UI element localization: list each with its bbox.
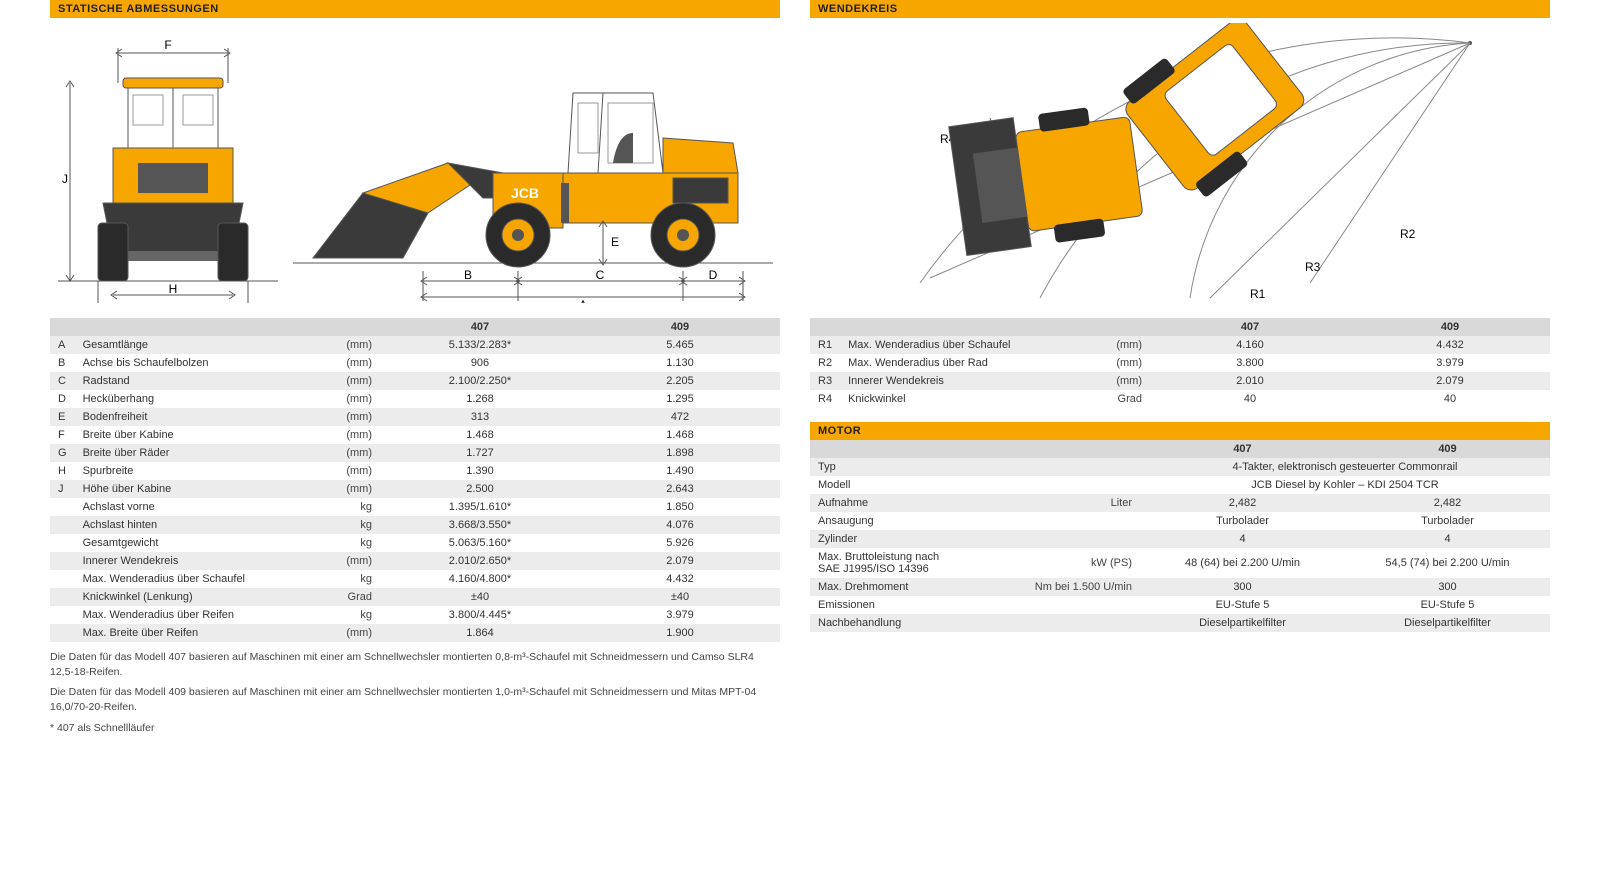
- table-row: AnsaugungTurboladerTurbolader: [810, 512, 1550, 530]
- table-row: GBreite über Räder(mm)1.7271.898: [50, 444, 780, 462]
- table-row: EBodenfreiheit(mm)313472: [50, 408, 780, 426]
- section-header-dimensions: STATISCHE ABMESSUNGEN: [50, 0, 780, 18]
- table-row: Innerer Wendekreis(mm)2.010/2.650*2.079: [50, 552, 780, 570]
- table-row: Achslast hintenkg3.668/3.550*4.076: [50, 516, 780, 534]
- table-row: CRadstand(mm)2.100/2.250*2.205: [50, 372, 780, 390]
- table-row: FBreite über Kabine(mm)1.4681.468: [50, 426, 780, 444]
- table-row: Knickwinkel (Lenkung)Grad±40±40: [50, 588, 780, 606]
- table-row: JHöhe über Kabine(mm)2.5002.643: [50, 480, 780, 498]
- table-row: Max. DrehmomentNm bei 1.500 U/min300300: [810, 578, 1550, 596]
- motor-table: 407 409 Typ4-Takter, elektronisch gesteu…: [810, 440, 1550, 632]
- table-row: EmissionenEU-Stufe 5EU-Stufe 5: [810, 596, 1550, 614]
- table-row: Gesamtgewichtkg5.063/5.160*5.926: [50, 534, 780, 552]
- table-row: Max. Wenderadius über Schaufelkg4.160/4.…: [50, 570, 780, 588]
- dim-label-J: J: [62, 172, 68, 186]
- section-header-turning: WENDEKREIS: [810, 0, 1550, 18]
- vehicle-front-svg: J F: [58, 23, 278, 303]
- table-row: BAchse bis Schaufelbolzen(mm)9061.130: [50, 354, 780, 372]
- table-row: R3Innerer Wendekreis(mm)2.0102.079: [810, 372, 1550, 390]
- table-row: R4KnickwinkelGrad4040: [810, 390, 1550, 408]
- table-row: Max. Bruttoleistung nachSAE J1995/ISO 14…: [810, 548, 1550, 578]
- table-row: AGesamtlänge(mm)5.133/2.283*5.465: [50, 336, 780, 354]
- table-row: Typ4-Takter, elektronisch gesteuerter Co…: [810, 458, 1550, 476]
- table-row: R1Max. Wenderadius über Schaufel(mm)4.16…: [810, 336, 1550, 354]
- dim-label-E: E: [611, 235, 619, 249]
- table-row: NachbehandlungDieselpartikelfilterDiesel…: [810, 614, 1550, 632]
- dim-label-H: H: [168, 282, 177, 296]
- table-row: Max. Wenderadius über Reifenkg3.800/4.44…: [50, 606, 780, 624]
- table-row: R2Max. Wenderadius über Rad(mm)3.8003.97…: [810, 354, 1550, 372]
- dim-label-C: C: [595, 268, 604, 282]
- table-row: AufnahmeLiter2,4822,482: [810, 494, 1550, 512]
- table-row: DHecküberhang(mm)1.2681.295: [50, 390, 780, 408]
- vehicle-side-svg: JCB E B: [293, 23, 773, 303]
- dim-label-R2: R2: [1400, 227, 1416, 241]
- turning-table: 407 409 R1Max. Wenderadius über Schaufel…: [810, 318, 1550, 408]
- dim-label-F: F: [164, 38, 171, 52]
- dim-label-A: A: [578, 298, 586, 303]
- col-407: 407: [380, 318, 580, 336]
- turning-svg: R4 R2 R3 R1: [860, 23, 1500, 303]
- brand-label: JCB: [511, 185, 539, 201]
- table-row: Achslast vornekg1.395/1.610*1.850: [50, 498, 780, 516]
- dimensions-diagram: J F: [50, 18, 780, 318]
- dim-label-B: B: [463, 268, 471, 282]
- footnotes: Die Daten für das Modell 407 basieren au…: [50, 650, 780, 735]
- dim-label-D: D: [708, 268, 717, 282]
- dimensions-table: 407 409 AGesamtlänge(mm)5.133/2.283*5.46…: [50, 318, 780, 642]
- col-409: 409: [580, 318, 780, 336]
- table-row: HSpurbreite(mm)1.3901.490: [50, 462, 780, 480]
- dim-label-R1: R1: [1250, 287, 1266, 301]
- dim-label-R3: R3: [1305, 260, 1321, 274]
- table-row: Max. Breite über Reifen(mm)1.8641.900: [50, 624, 780, 642]
- table-row: ModellJCB Diesel by Kohler – KDI 2504 TC…: [810, 476, 1550, 494]
- section-header-motor: MOTOR: [810, 422, 1550, 440]
- table-row: Zylinder44: [810, 530, 1550, 548]
- turning-diagram: R4 R2 R3 R1: [810, 18, 1550, 318]
